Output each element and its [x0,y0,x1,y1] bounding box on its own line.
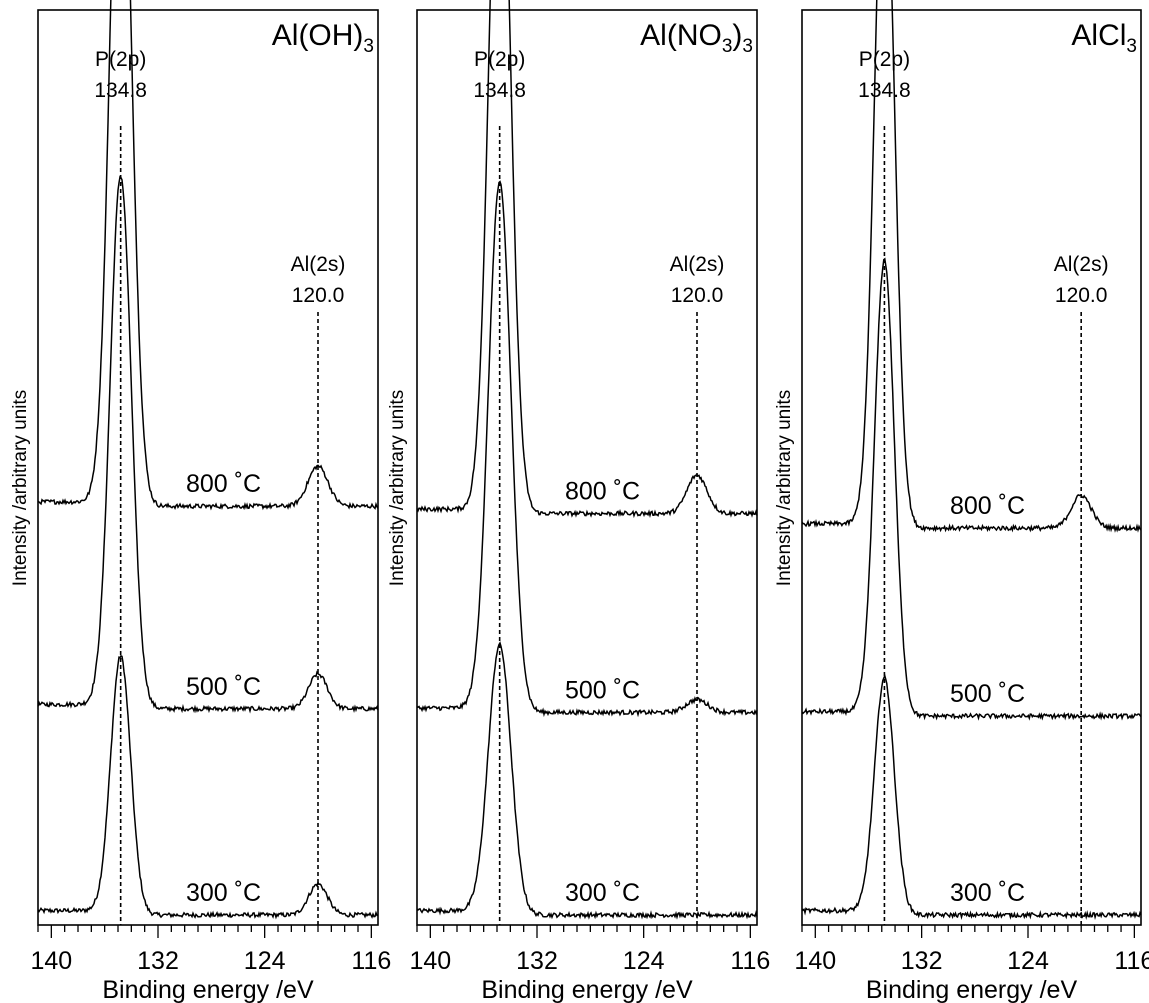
panel-title-subscript-2: 3 [742,36,753,57]
panel-1: 140 132 124 116 Binding energy /eV Intensity … [10,0,391,1003]
x-tick-label-124: 124 [244,947,286,975]
panel-title-main: Al(NO [640,19,722,52]
x-tick-label-124: 124 [623,947,665,975]
series-label-800-c: 800 ˚C [565,478,640,506]
panel-title: AlCl3 [1071,19,1137,57]
plot-frame [416,9,758,926]
marker-value-al-2s: 120.0 [292,284,345,307]
marker-label-al-2s: Al(2s) [670,253,725,276]
x-tick-label-140: 140 [794,947,836,975]
x-tick-label-132: 132 [516,947,558,975]
marker-value-al-2s: 120.0 [671,284,724,307]
x-tick-label-116: 116 [351,947,391,975]
marker-label-p-2p: P(2p) [95,48,146,71]
panel-title-subscript: 3 [1126,36,1137,57]
marker-label-p-2p: P(2p) [474,48,525,71]
spectrum-300-c [801,673,1142,921]
x-tick-label-116: 116 [1114,947,1149,975]
panel-title: Al(NO3)3 [640,19,753,57]
series-label-500-c: 500 ˚C [186,673,261,701]
y-axis-label: Intensity /arbitrary units [774,390,795,586]
panel-title-main: AlCl [1071,19,1126,52]
spectrum-500-c [37,175,379,714]
x-tick-label-132: 132 [137,947,179,975]
spectrum-500-c [416,180,758,718]
panel-title-subscript: 3 [363,36,374,57]
marker-label-al-2s: Al(2s) [1054,253,1109,276]
series-label-500-c: 500 ˚C [565,676,640,704]
x-axis-label: Binding energy /eV [102,976,314,1003]
marker-value-p-2p: 134.8 [94,79,147,102]
x-tick-label-140: 140 [30,947,72,975]
series-label-800-c: 800 ˚C [186,470,261,498]
marker-value-al-2s: 120.0 [1055,284,1108,307]
marker-label-al-2s: Al(2s) [291,253,346,276]
panel-title-tail: ) [732,19,742,52]
spectrum-800-c [416,0,758,519]
x-tick-label-132: 132 [901,947,943,975]
plot-frame [801,9,1142,926]
x-axis-label: Binding energy /eV [866,976,1078,1003]
marker-label-p-2p: P(2p) [859,48,910,71]
panel-title-main: Al(OH) [272,19,364,52]
series-label-800-c: 800 ˚C [950,492,1025,520]
series-label-300-c: 300 ˚C [950,879,1025,907]
marker-value-p-2p: 134.8 [858,79,911,102]
plot-frame [37,9,379,926]
x-tick-label-124: 124 [1007,947,1049,975]
panel-title: Al(OH)3 [272,19,374,57]
marker-value-p-2p: 134.8 [473,79,526,102]
panel-title-subscript: 3 [722,36,733,57]
spectrum-800-c [37,0,379,511]
series-label-300-c: 300 ˚C [565,879,640,907]
x-axis-label: Binding energy /eV [481,976,693,1003]
series-label-500-c: 500 ˚C [950,680,1025,708]
y-axis-label: Intensity /arbitrary units [10,390,31,586]
x-tick-label-140: 140 [409,947,451,975]
panel-2: 140 132 124 116 Binding energy /eV Intensity … [387,0,770,1003]
spectrum-800-c [801,0,1142,533]
spectrum-300-c [37,654,379,920]
spectrum-300-c [416,641,758,920]
y-axis-label: Intensity /arbitrary units [387,390,408,586]
panel-3: 140 132 124 116 Binding energy /eV Intensity … [774,0,1149,1003]
x-tick-label-116: 116 [730,947,770,975]
series-label-300-c: 300 ˚C [186,879,261,907]
spectrum-500-c [801,257,1142,721]
